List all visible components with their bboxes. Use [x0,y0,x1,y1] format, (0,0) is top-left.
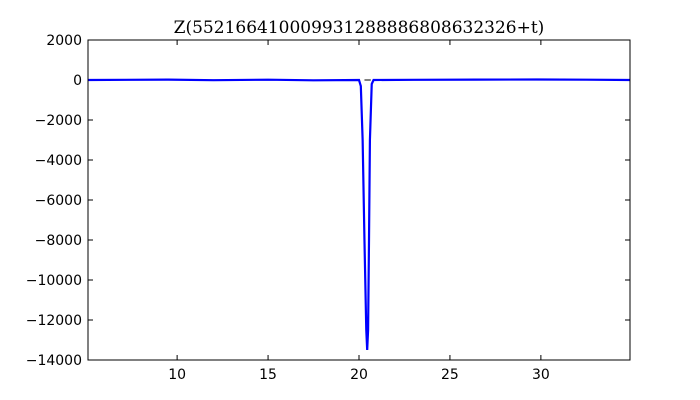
x-tick-label: 20 [350,367,368,383]
series-line [87,78,631,351]
plot-frame [87,39,631,361]
y-tick-label: −6000 [35,193,82,209]
y-tick-label: 2000 [46,33,82,49]
x-tick-label: 30 [532,367,550,383]
x-tick-label: 10 [168,367,186,383]
y-tick-label: −12000 [26,313,82,329]
y-tick-label: −2000 [35,113,82,129]
y-tick-label: −8000 [35,233,82,249]
y-tick-label: −10000 [26,273,82,289]
y-tick-label: 0 [73,73,82,89]
y-tick-label: −14000 [26,353,82,369]
x-tick-label: 25 [441,367,459,383]
y-tick-label: −4000 [35,153,82,169]
chart-title: Z(552166410009931288886808632326+t) [174,18,545,38]
x-tick-label: 15 [259,367,277,383]
